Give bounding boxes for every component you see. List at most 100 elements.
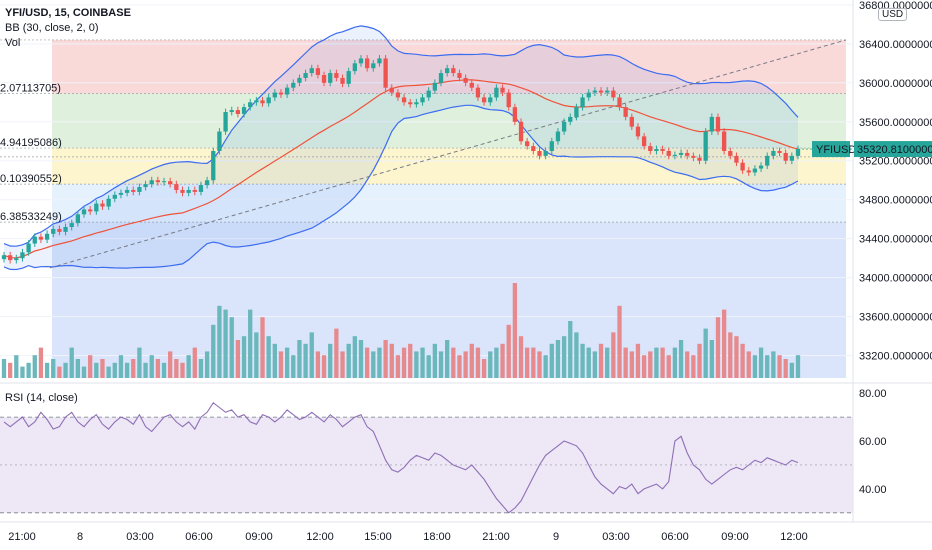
- time-tick-label: 09:00: [721, 531, 749, 543]
- volume-bar: [623, 347, 628, 378]
- fib-label: 0.10390552): [0, 173, 62, 185]
- volume-bar: [777, 355, 782, 378]
- volume-bar: [155, 359, 161, 378]
- rsi-pane[interactable]: [0, 382, 932, 514]
- volume-bar: [137, 347, 142, 378]
- candle-body: [512, 107, 518, 122]
- candle-body: [248, 102, 253, 108]
- volume-bar: [149, 355, 154, 378]
- volume-bar: [124, 362, 130, 378]
- candle-body: [395, 92, 401, 98]
- volume-bar: [561, 336, 567, 378]
- volume-bar: [94, 362, 99, 378]
- candles: [1, 55, 801, 264]
- candle-body: [174, 184, 179, 190]
- candle-body: [494, 87, 499, 98]
- candle-body: [481, 97, 487, 103]
- volume-bar: [272, 343, 277, 378]
- volume-bar: [783, 359, 788, 378]
- candle-body: [469, 82, 474, 88]
- candle-body: [235, 110, 241, 114]
- volume-bar: [654, 347, 659, 378]
- volume-bar: [549, 343, 554, 378]
- candle-body: [8, 255, 13, 261]
- fib-zone: [52, 39, 846, 94]
- candle-body: [795, 149, 801, 156]
- candle-body: [475, 87, 481, 98]
- volume-bar: [168, 351, 173, 378]
- volume-bar: [309, 332, 314, 378]
- volume-bar: [260, 317, 265, 378]
- volume-bar: [235, 340, 241, 378]
- candle-body: [574, 107, 579, 117]
- volume-bar: [580, 343, 585, 378]
- time-tick-label: 03:00: [126, 531, 154, 543]
- volume-bar: [20, 366, 25, 378]
- symbol-title[interactable]: YFI/USD, 15, COINBASE: [5, 7, 131, 19]
- candle-body: [100, 203, 105, 207]
- candle-body: [155, 180, 161, 183]
- candle-body: [641, 136, 647, 147]
- rsi-tick-label: 80.00: [859, 388, 887, 400]
- volume-bar: [432, 343, 438, 378]
- volume-bar: [789, 362, 794, 378]
- candle-body: [57, 228, 62, 232]
- price-axis[interactable]: 36800.00000000 36400.00000000 36000.000000…: [852, 0, 932, 522]
- currency-badge[interactable]: USD: [878, 8, 908, 21]
- time-tick-label: 12:00: [780, 531, 808, 543]
- candle-body: [124, 189, 130, 193]
- candle-body: [1, 255, 7, 260]
- volume-bar: [8, 362, 13, 378]
- candle-body: [204, 180, 210, 186]
- candle-body: [740, 162, 745, 171]
- candle-body: [260, 100, 265, 104]
- candle-body: [500, 87, 505, 93]
- candle-body: [26, 243, 31, 253]
- price-tag-text: 35320.81000000: [857, 144, 932, 156]
- volume-bar: [666, 355, 671, 378]
- bollinger-bands: [3, 25, 799, 271]
- candle-body: [617, 97, 622, 108]
- candle-body: [315, 68, 321, 76]
- candle-body: [568, 116, 573, 122]
- candle-body: [284, 87, 290, 95]
- volume-bar: [38, 347, 44, 378]
- candle-body: [143, 184, 148, 188]
- volume-bar: [248, 309, 253, 378]
- candle-body: [328, 73, 333, 83]
- candle-body: [352, 63, 357, 72]
- volume-legend[interactable]: Vol: [5, 37, 21, 49]
- volume-bars: [1, 283, 801, 378]
- volume-bar: [445, 340, 450, 378]
- candle-body: [401, 97, 407, 103]
- candle-body: [445, 68, 450, 74]
- volume-bar: [475, 347, 481, 378]
- fib-label: 6.38533249): [0, 211, 62, 223]
- candle-body: [131, 189, 136, 192]
- volume-bar: [358, 340, 364, 378]
- candle-body: [438, 73, 444, 83]
- volume-bar: [1, 359, 7, 378]
- candle-body: [678, 152, 684, 155]
- volume-bar: [771, 351, 776, 378]
- rsi-legend[interactable]: RSI (14, close): [5, 392, 78, 404]
- candle-body: [309, 68, 314, 74]
- candle-body: [303, 73, 308, 78]
- time-tick-label: 12:00: [306, 531, 334, 543]
- candle-body: [180, 189, 185, 193]
- volume-bar: [414, 351, 419, 378]
- volume-bar: [457, 355, 462, 378]
- time-tick-label: 8: [77, 531, 83, 543]
- candle-body: [69, 223, 74, 227]
- time-axis[interactable]: 21:00 8 03:00 06:00 09:00 12:00 15:00 18:00 21:0…: [0, 521, 932, 543]
- candle-body: [186, 189, 191, 193]
- time-tick-label: 18:00: [423, 531, 451, 543]
- candle-body: [364, 58, 370, 69]
- volume-bar: [88, 355, 93, 378]
- volume-bar: [278, 351, 284, 378]
- volume-bar: [377, 347, 382, 378]
- bollinger-legend[interactable]: BB (30, close, 2, 0): [5, 22, 99, 34]
- volume-bar: [75, 359, 81, 378]
- volume-bar: [678, 340, 684, 378]
